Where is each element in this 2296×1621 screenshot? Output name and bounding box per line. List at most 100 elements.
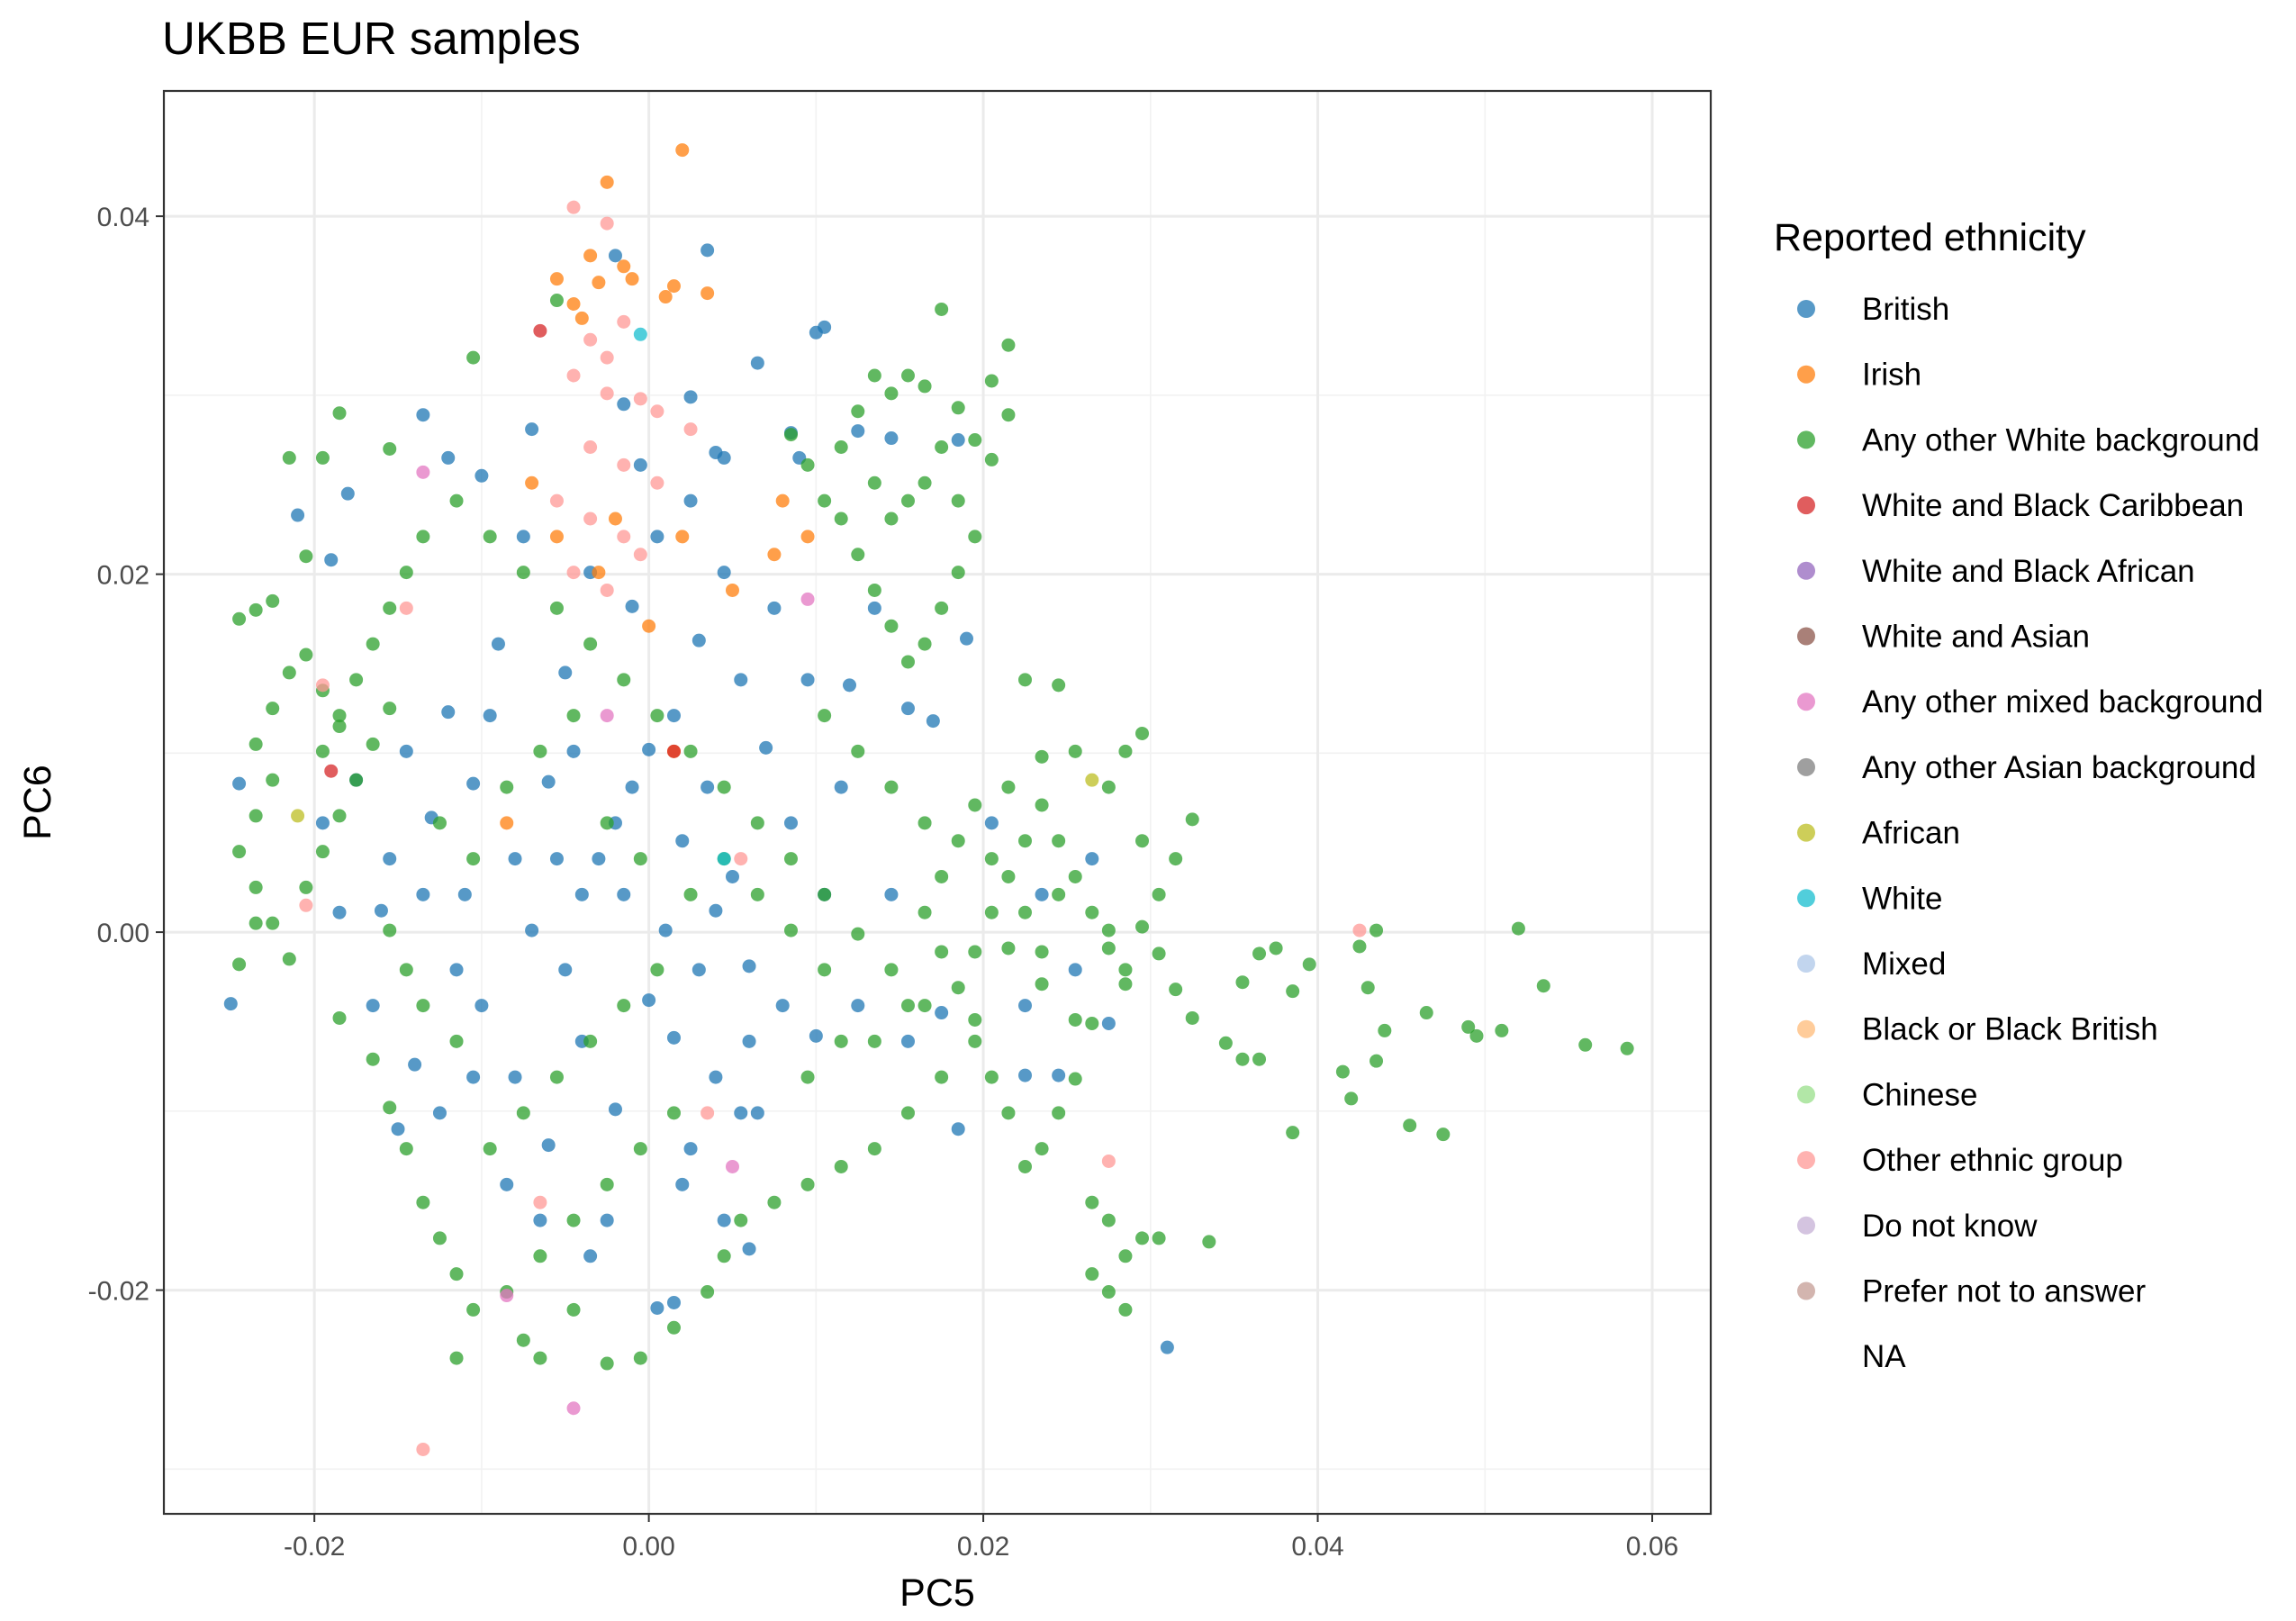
point-british (1018, 999, 1033, 1013)
point-british (750, 356, 764, 370)
point-any-other-white-background (332, 720, 347, 734)
point-any-other-white-background (1152, 887, 1166, 901)
point-other-ethnic-group (683, 422, 698, 437)
point-any-other-white-background (1135, 1231, 1150, 1245)
point-any-other-white-background (783, 923, 798, 937)
point-any-other-white-background (683, 744, 698, 758)
point-any-other-white-background (1369, 1054, 1384, 1068)
legend-key-british (1797, 300, 1815, 318)
point-any-other-white-background (968, 1034, 982, 1048)
point-other-ethnic-group (583, 439, 598, 454)
point-any-other-white-background (1135, 834, 1150, 848)
point-british (658, 923, 673, 937)
point-any-other-white-background (818, 709, 832, 723)
point-british (692, 963, 706, 977)
point-any-other-white-background (884, 963, 899, 977)
point-any-other-white-background (935, 601, 949, 615)
point-british (851, 999, 865, 1013)
point-any-other-white-background (549, 601, 564, 615)
point-any-other-white-background (332, 809, 347, 823)
point-any-other-white-background (1403, 1118, 1417, 1133)
point-any-other-white-background (818, 963, 832, 977)
legend-label: Chinese (1862, 1077, 1977, 1112)
point-any-other-white-background (1135, 726, 1150, 740)
point-white-and-black-caribbean (666, 744, 681, 758)
point-any-other-white-background (1001, 338, 1016, 352)
point-any-other-white-background (383, 601, 397, 615)
point-british (315, 816, 330, 830)
point-other-ethnic-group (617, 530, 631, 544)
point-british (617, 887, 631, 901)
point-other-ethnic-group (600, 350, 614, 365)
point-any-other-white-background (1202, 1235, 1216, 1249)
point-british (466, 1070, 481, 1084)
point-any-other-white-background (1536, 979, 1550, 993)
point-any-other-white-background (483, 530, 497, 544)
point-any-other-white-background (1118, 744, 1133, 758)
point-any-other-white-background (1035, 945, 1049, 959)
point-any-other-white-background (867, 583, 881, 597)
point-british (508, 1070, 522, 1084)
point-any-other-white-background (783, 852, 798, 866)
point-any-other-white-background (1035, 798, 1049, 812)
point-any-other-white-background (900, 999, 915, 1013)
point-any-other-white-background (232, 957, 247, 972)
point-british (884, 887, 899, 901)
point-any-other-white-background (851, 927, 865, 941)
legend-key-white-and-black-caribbean (1797, 496, 1815, 515)
point-british (223, 997, 238, 1011)
point-any-other-white-background (549, 294, 564, 308)
legend-label: Any other Asian background (1862, 750, 2256, 785)
point-any-other-white-background (282, 450, 296, 465)
point-any-other-white-background (416, 530, 430, 544)
point-british (408, 1057, 422, 1072)
point-british (1085, 852, 1099, 866)
point-any-other-white-background (900, 368, 915, 383)
point-any-other-white-background (1378, 1023, 1392, 1037)
point-british (734, 673, 748, 687)
point-irish (592, 276, 606, 290)
point-any-other-white-background (399, 1142, 413, 1156)
legend-key-do-not-know (1797, 1216, 1815, 1235)
point-british (926, 714, 940, 729)
point-any-other-white-background (1578, 1037, 1593, 1052)
point-any-other-white-background (500, 780, 514, 794)
point-any-other-white-background (1068, 1012, 1082, 1027)
point-british (525, 923, 539, 937)
point-any-other-white-background (1302, 957, 1316, 972)
point-any-other-white-background (951, 494, 965, 508)
point-british (1160, 1340, 1174, 1354)
point-any-other-white-background (299, 549, 313, 564)
point-african (291, 809, 305, 823)
point-british (666, 709, 681, 723)
point-any-other-white-background (1252, 946, 1267, 961)
point-any-other-white-background (867, 368, 881, 383)
point-irish (701, 286, 715, 301)
legend-label: Mixed (1862, 946, 1946, 982)
point-british (834, 780, 848, 794)
point-british (851, 424, 865, 439)
point-british (475, 999, 489, 1013)
data-points (223, 143, 1634, 1456)
legend-label: Irish (1862, 358, 1921, 393)
point-irish (574, 311, 589, 325)
point-any-other-white-background (315, 845, 330, 859)
point-british (508, 852, 522, 866)
point-any-other-white-background (249, 809, 263, 823)
point-any-other-white-background (1185, 812, 1199, 827)
point-british (960, 631, 974, 646)
point-any-other-white-background (366, 737, 380, 751)
point-any-other-white-background (783, 428, 798, 442)
point-other-ethnic-group (566, 200, 581, 214)
point-any-other-white-background (834, 439, 848, 454)
point-any-other-white-background (867, 1142, 881, 1156)
point-any-other-white-background (1052, 678, 1066, 693)
point-any-other-white-background (432, 816, 447, 830)
point-any-other-white-background (600, 1356, 614, 1371)
point-any-other-white-background (917, 637, 932, 651)
point-any-other-white-background (666, 1106, 681, 1120)
point-any-other-white-background (416, 999, 430, 1013)
legend-label: Prefer not to answer (1862, 1274, 2146, 1309)
point-other-ethnic-group (701, 1106, 715, 1120)
point-any-other-white-background (617, 999, 631, 1013)
